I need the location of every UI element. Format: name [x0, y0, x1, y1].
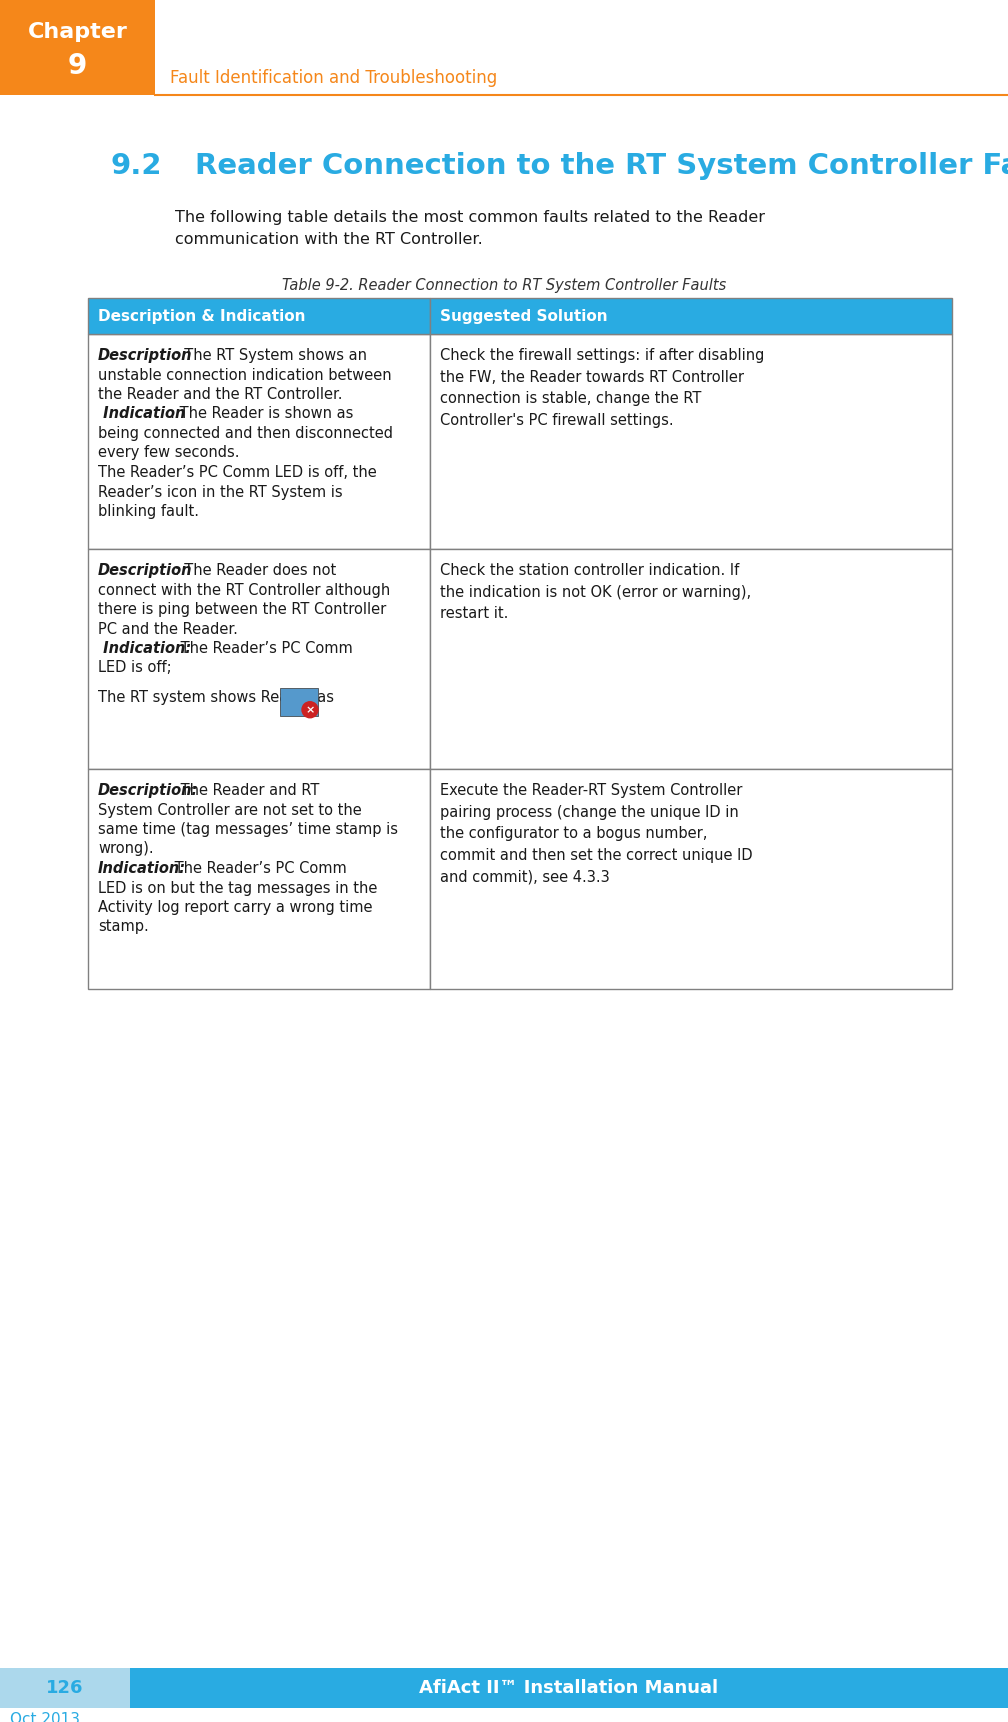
- Text: The Reader’s PC Comm: The Reader’s PC Comm: [169, 861, 347, 876]
- Text: ×: ×: [305, 704, 314, 715]
- Text: connect with the RT Controller although: connect with the RT Controller although: [98, 582, 390, 598]
- Text: The Reader and RT: The Reader and RT: [176, 784, 320, 797]
- Text: AfiAct II™ Installation Manual: AfiAct II™ Installation Manual: [419, 1679, 719, 1696]
- Text: LED is on but the tag messages in the: LED is on but the tag messages in the: [98, 880, 377, 895]
- Text: Chapter: Chapter: [27, 22, 127, 41]
- Text: Activity log report carry a wrong time: Activity log report carry a wrong time: [98, 901, 373, 914]
- Bar: [430, 334, 952, 549]
- Text: Indication:: Indication:: [98, 861, 186, 876]
- Text: The RT system shows Reader as: The RT system shows Reader as: [98, 691, 334, 704]
- Text: Indication: Indication: [98, 406, 185, 422]
- Text: The Reader’s PC Comm: The Reader’s PC Comm: [176, 641, 353, 656]
- Text: 126: 126: [46, 1679, 84, 1696]
- Bar: [430, 770, 952, 988]
- Text: LED is off;: LED is off;: [98, 661, 171, 675]
- Text: Table 9-2. Reader Connection to RT System Controller Faults: Table 9-2. Reader Connection to RT Syste…: [282, 277, 726, 293]
- Text: : The Reader is shown as: : The Reader is shown as: [169, 406, 353, 422]
- Text: 9.2: 9.2: [110, 152, 161, 181]
- Text: Description & Indication: Description & Indication: [98, 308, 305, 324]
- Text: Oct 2013: Oct 2013: [10, 1712, 80, 1722]
- Text: System Controller are not set to the: System Controller are not set to the: [98, 802, 362, 818]
- Bar: [280, 687, 318, 716]
- Text: The Reader’s PC Comm LED is off, the: The Reader’s PC Comm LED is off, the: [98, 465, 377, 480]
- Text: every few seconds.: every few seconds.: [98, 446, 240, 460]
- Text: communication with the RT Controller.: communication with the RT Controller.: [175, 232, 483, 246]
- Bar: [0, 0, 155, 95]
- Text: wrong).: wrong).: [98, 842, 153, 856]
- Text: PC and the Reader.: PC and the Reader.: [98, 622, 238, 637]
- Text: The following table details the most common faults related to the Reader: The following table details the most com…: [175, 210, 765, 226]
- Text: Description: Description: [98, 563, 193, 579]
- Bar: [430, 549, 952, 770]
- Circle shape: [302, 703, 318, 718]
- Bar: [88, 298, 430, 334]
- Text: being connected and then disconnected: being connected and then disconnected: [98, 425, 393, 441]
- Text: Fault Identification and Troubleshooting: Fault Identification and Troubleshooting: [170, 69, 497, 88]
- Bar: [88, 770, 430, 988]
- Text: Check the station controller indication. If
the indication is not OK (error or w: Check the station controller indication.…: [440, 563, 751, 622]
- Bar: [88, 334, 430, 549]
- Text: stamp.: stamp.: [98, 920, 149, 935]
- Bar: [130, 1669, 1008, 1708]
- Text: Description:: Description:: [98, 784, 199, 797]
- Text: Suggested Solution: Suggested Solution: [440, 308, 608, 324]
- Text: Indication:: Indication:: [98, 641, 192, 656]
- Bar: [88, 549, 430, 770]
- Text: there is ping between the RT Controller: there is ping between the RT Controller: [98, 603, 386, 616]
- Text: Reader’s icon in the RT System is: Reader’s icon in the RT System is: [98, 484, 343, 499]
- Text: unstable connection indication between: unstable connection indication between: [98, 367, 392, 382]
- Text: Description: Description: [98, 348, 193, 363]
- Bar: [0, 1669, 130, 1708]
- Text: same time (tag messages’ time stamp is: same time (tag messages’ time stamp is: [98, 821, 398, 837]
- Bar: [430, 298, 952, 334]
- Text: : The RT System shows an: : The RT System shows an: [169, 348, 367, 363]
- Text: blinking fault.: blinking fault.: [98, 505, 199, 518]
- Text: 9: 9: [68, 52, 87, 79]
- Text: Execute the Reader-RT System Controller
pairing process (change the unique ID in: Execute the Reader-RT System Controller …: [440, 784, 753, 885]
- Text: the Reader and the RT Controller.: the Reader and the RT Controller.: [98, 387, 343, 401]
- Text: : The Reader does not: : The Reader does not: [169, 563, 336, 579]
- Text: Reader Connection to the RT System Controller Fault: Reader Connection to the RT System Contr…: [195, 152, 1008, 181]
- Text: Check the firewall settings: if after disabling
the FW, the Reader towards RT Co: Check the firewall settings: if after di…: [440, 348, 764, 427]
